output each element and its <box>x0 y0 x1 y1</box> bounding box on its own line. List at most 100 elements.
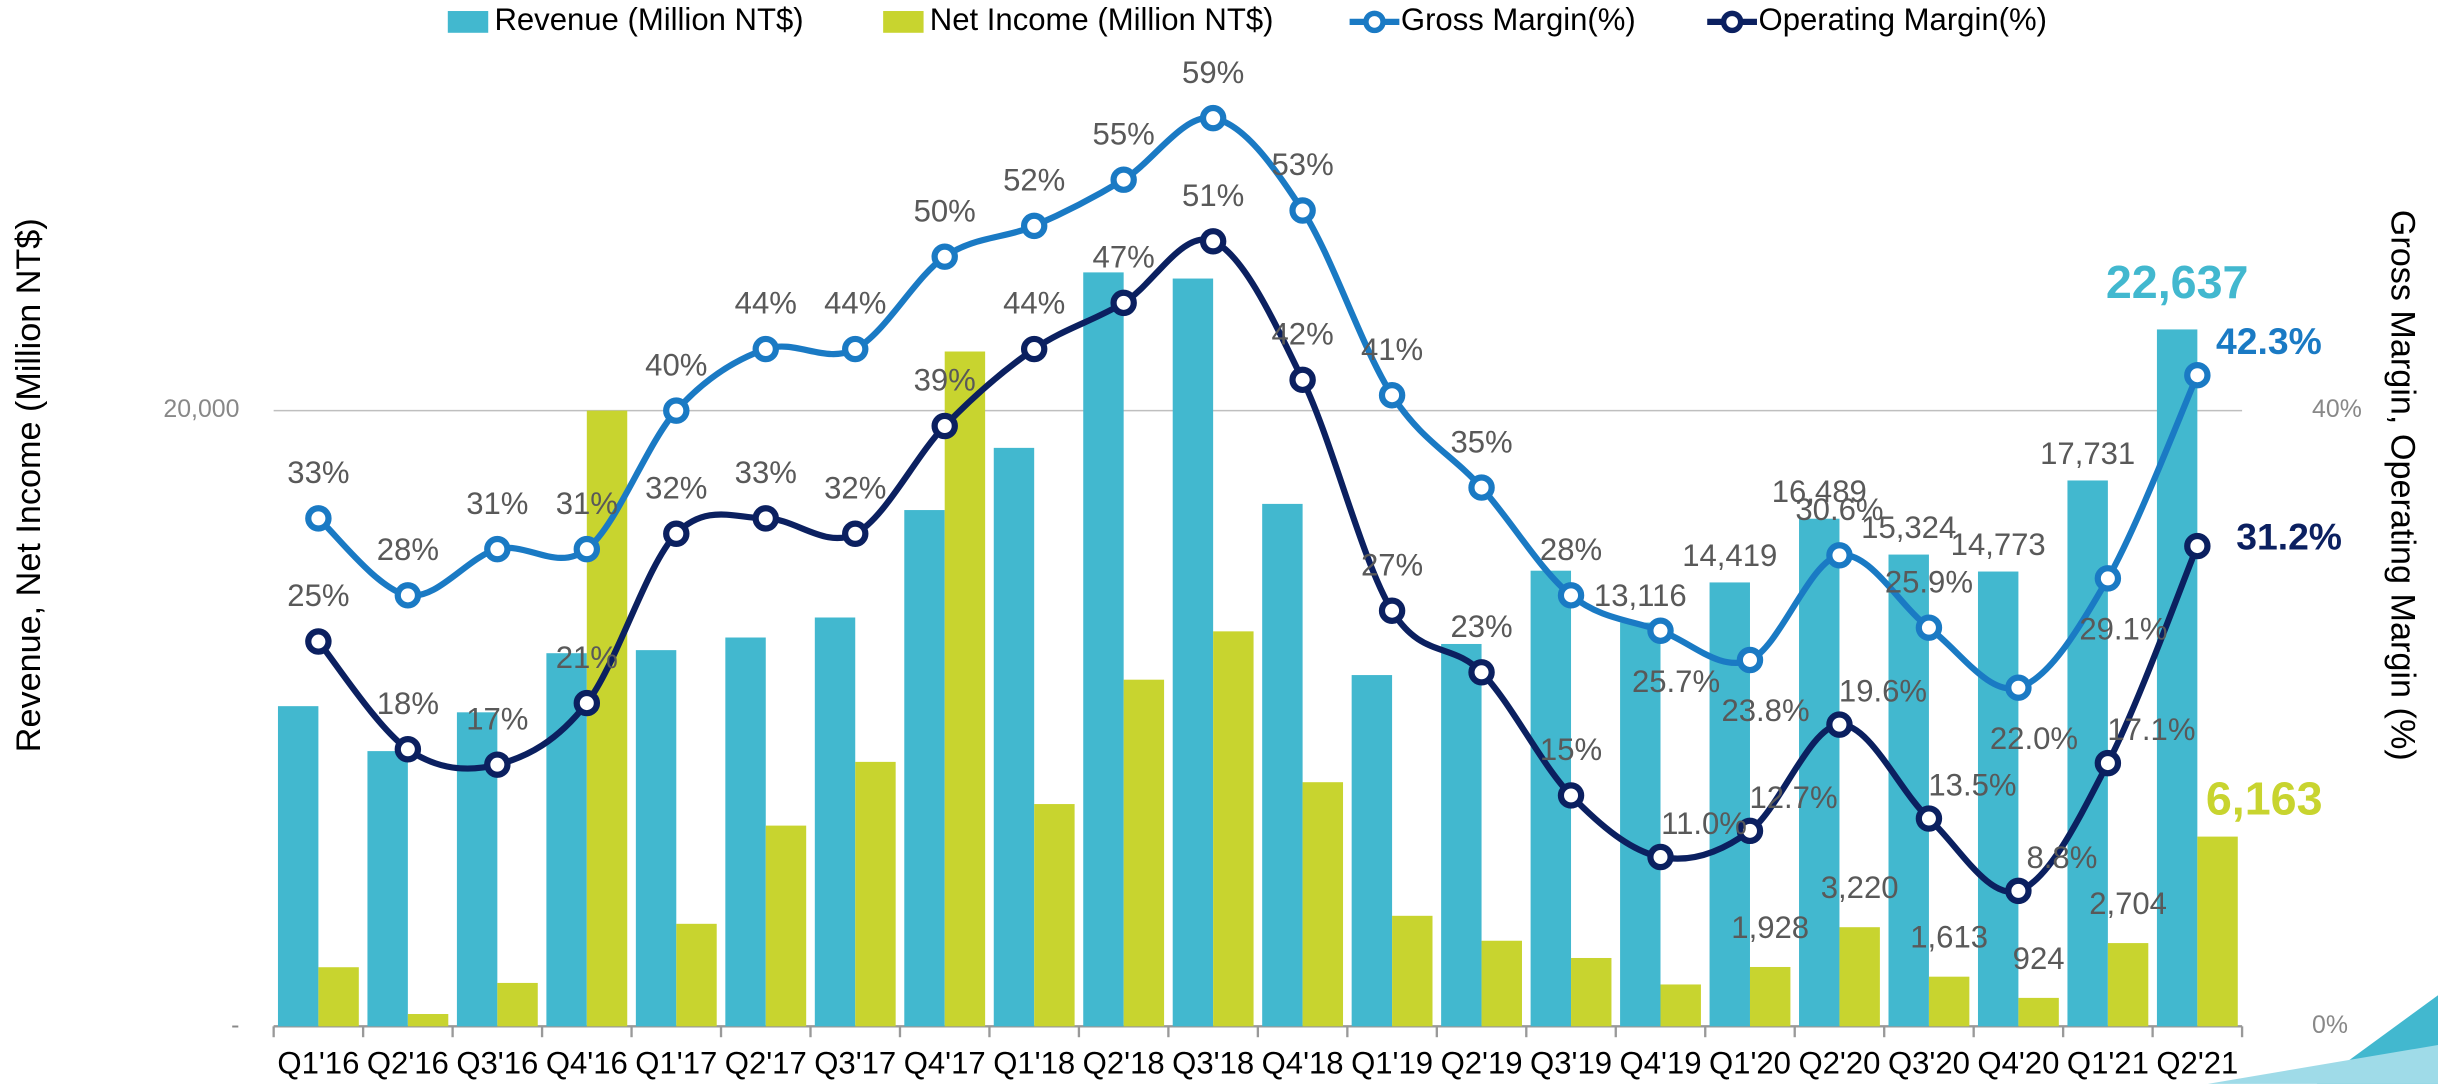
x-tick-label: Q1'19 <box>1351 1045 1433 1080</box>
x-tick-label: Q2'17 <box>725 1045 807 1080</box>
marker <box>931 243 958 270</box>
marker <box>1468 474 1495 501</box>
data-label: 44% <box>824 286 886 321</box>
bar <box>635 650 677 1027</box>
data-label: 55% <box>1093 116 1155 151</box>
data-label: 13,116 <box>1594 578 1687 613</box>
data-label: 18% <box>377 686 439 721</box>
data-label: 31.2% <box>2236 516 2342 558</box>
marker <box>394 582 422 609</box>
data-label: 35% <box>1450 424 1512 459</box>
data-label: 17,731 <box>2040 436 2135 471</box>
bar <box>1213 631 1254 1027</box>
marker <box>752 335 779 363</box>
marker <box>1199 104 1227 132</box>
marker <box>1826 542 1853 569</box>
data-label: 50% <box>914 193 976 228</box>
marker <box>1110 289 1137 317</box>
data-label: 16,489 <box>1772 474 1867 509</box>
x-tick-label: Q3'16 <box>456 1045 538 1080</box>
bar <box>318 967 359 1027</box>
data-label: 33% <box>287 455 349 490</box>
x-tick-label: Q1'17 <box>635 1045 717 1080</box>
data-label: 28% <box>377 532 439 567</box>
data-label: 29.1% <box>2079 611 2167 646</box>
marker <box>484 535 511 563</box>
data-label: 15% <box>1540 732 1602 767</box>
data-label: 22,637 <box>2106 256 2249 308</box>
marker <box>663 520 690 547</box>
marker <box>1915 805 1943 832</box>
x-tick-label: Q2'21 <box>2156 1045 2238 1080</box>
legend-label: Net Income (Million NT$) <box>930 2 1274 37</box>
data-label: 32% <box>645 470 707 505</box>
x-tick-label: Q3'20 <box>1888 1045 1970 1080</box>
legend-label: Operating Margin(%) <box>1759 2 2047 37</box>
bar <box>586 410 628 1027</box>
data-label: 2,704 <box>2089 886 2167 921</box>
data-label: 42% <box>1272 317 1334 352</box>
line <box>316 114 2201 692</box>
bar <box>1571 957 1612 1027</box>
decoration <box>2207 1044 2438 1084</box>
bar <box>2197 836 2238 1027</box>
bar <box>277 706 319 1027</box>
marker <box>1736 817 1764 845</box>
data-label: 25.9% <box>1885 564 1973 599</box>
bar <box>765 825 807 1027</box>
legend-label: Revenue (Million NT$) <box>494 2 803 37</box>
bar <box>1083 272 1124 1027</box>
marker <box>1647 617 1674 644</box>
marker <box>2094 565 2122 592</box>
data-label: 19.6% <box>1839 674 1927 709</box>
x-tick-label: Q4'19 <box>1620 1045 1702 1080</box>
x-tick-label: Q3'17 <box>814 1045 896 1080</box>
data-label: 23.8% <box>1721 693 1809 728</box>
marker <box>1378 597 1406 624</box>
bar <box>725 637 766 1027</box>
data-label: 8.8% <box>2027 840 2098 875</box>
bar <box>2107 943 2149 1027</box>
data-label: 11.0% <box>1661 806 1747 841</box>
y-axis-title: Revenue, Net Income (Million NT$) <box>10 218 48 752</box>
x-tick-label: Q4'17 <box>904 1045 986 1080</box>
data-label: 47% <box>1093 240 1155 275</box>
marker <box>1289 366 1316 394</box>
marker <box>1110 166 1137 193</box>
marker <box>484 751 511 778</box>
bar <box>497 982 538 1027</box>
data-label: 33% <box>735 455 797 490</box>
marker <box>1020 335 1048 363</box>
x-tick-label: Q1'16 <box>277 1045 359 1080</box>
bar <box>1620 622 1661 1027</box>
data-label: 15,324 <box>1861 510 1956 545</box>
marker <box>2005 674 2032 701</box>
marker <box>305 628 332 655</box>
bar <box>1441 643 1482 1027</box>
data-label: 1,613 <box>1910 920 1988 955</box>
marker <box>931 412 958 440</box>
data-label: 14,773 <box>1951 527 2046 562</box>
marker <box>1557 782 1585 809</box>
y-tick-label: - <box>231 1011 239 1039</box>
marker <box>1289 197 1316 224</box>
bar <box>1928 976 1970 1027</box>
x-tick-label: Q1'20 <box>1709 1045 1791 1080</box>
data-label: 44% <box>1003 286 1065 321</box>
data-label: 924 <box>2013 941 2065 976</box>
bar <box>1481 940 1522 1027</box>
marker <box>2184 361 2211 389</box>
bar <box>993 447 1035 1027</box>
bar <box>2018 997 2059 1027</box>
data-label: 51% <box>1182 178 1244 213</box>
bar <box>1392 915 1433 1027</box>
data-label: 53% <box>1272 147 1334 182</box>
data-label: 25.7% <box>1632 664 1720 699</box>
data-label: 27% <box>1361 547 1423 582</box>
data-label: 39% <box>914 363 976 398</box>
data-label: 6,163 <box>2206 773 2323 825</box>
data-label: 31% <box>466 486 528 521</box>
marker <box>752 505 779 532</box>
marker <box>1020 212 1048 240</box>
